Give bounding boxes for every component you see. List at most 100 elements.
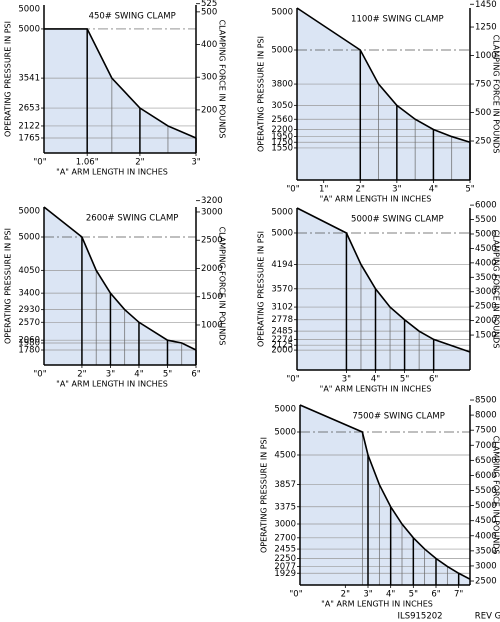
y-tick-label: 2000 (271, 346, 293, 356)
y-top-label: 5000 (18, 207, 40, 217)
y-tick-label: 1929 (274, 569, 296, 579)
y2-tick-label: 1250 (475, 23, 497, 33)
y-tick-label: 5000 (18, 24, 40, 34)
y2-axis-title: CLAMPING FORCE IN POUNDS (218, 227, 227, 346)
chart-title: 1100# SWING CLAMP (351, 15, 444, 25)
y-tick-label: 2485 (271, 327, 293, 337)
y2-tick-label: 500 (475, 108, 491, 118)
y-tick-label: 1750 (271, 138, 293, 148)
x-tick-label: 2" (356, 185, 365, 195)
chart-title: 7500# SWING CLAMP (352, 412, 445, 422)
title-background (348, 13, 447, 26)
title-background (349, 410, 448, 423)
y-axis-title: OPERATING PRESSURE IN PSI (260, 437, 269, 553)
title-background (348, 213, 447, 226)
y2-tick-label: 1000 (201, 320, 223, 330)
y2-tick-label: 4500 (475, 516, 497, 526)
x-tick-label: 6" (191, 370, 200, 380)
y-top-label: 5000 (271, 208, 293, 218)
y-tick-label: 3375 (274, 502, 296, 512)
y-tick-label: 2122 (18, 121, 40, 131)
y-tick-label: 4050 (18, 266, 40, 276)
y2-tick-label: 2500 (475, 302, 497, 312)
x-origin-label: "0" (33, 158, 46, 168)
x-tick-label: 5" (163, 370, 172, 380)
y-tick-label: 2560 (271, 115, 293, 125)
y2-tick-label: 5000 (475, 501, 497, 511)
y2-tick-label: 6000 (475, 471, 497, 481)
y2-tick-label: 4000 (475, 531, 497, 541)
y2-tick-label: 750 (475, 80, 491, 90)
y2-tick-label: 4000 (475, 258, 497, 268)
y2-tick-label: 2500 (475, 577, 497, 587)
y-tick-label: 1550 (271, 143, 293, 153)
y-tick-label: 3050 (271, 101, 293, 111)
x-axis-title: "A" ARM LENGTH IN INCHES (56, 168, 168, 177)
y-tick-label: 2250 (274, 554, 296, 564)
y2-tick-label: 6000 (475, 201, 497, 211)
y-tick-label: 1765 (18, 133, 40, 143)
y2-axis-title: CLAMPING FORCE IN POUNDS (492, 230, 500, 349)
y-tick-label: 2930 (18, 305, 40, 315)
x-tick-label: 4" (429, 185, 438, 195)
y-tick-label: 1980 (18, 338, 40, 348)
y2-tick-label: 4500 (475, 244, 497, 254)
y2-tick-label: 2000 (475, 316, 497, 326)
y2-tick-label: 200 (201, 105, 217, 115)
curve (43, 206, 197, 351)
y-tick-label: 2274 (271, 335, 293, 345)
y-axis-title: OPERATING PRESSURE IN PSI (257, 36, 266, 152)
y-tick-label: 4500 (274, 451, 296, 461)
curve (296, 7, 471, 144)
title-background (85, 10, 179, 23)
y-tick-label: 2455 (274, 545, 296, 555)
x-origin-label: "0" (289, 590, 302, 600)
chart-title: 5000# SWING CLAMP (351, 215, 444, 225)
x-tick-label: 7" (454, 590, 463, 600)
y-tick-label: 3541 (18, 74, 40, 84)
y-tick-label: 2200 (271, 125, 293, 135)
x-tick-label: 5" (409, 590, 418, 600)
x-tick-label: 4" (134, 370, 143, 380)
y2-tick-label: 500 (201, 7, 217, 17)
y-tick-label: 2778 (271, 315, 293, 325)
y-tick-label: 2060 (18, 336, 40, 346)
y2-tick-label: 3000 (475, 561, 497, 571)
y2-tick-label: 3500 (475, 546, 497, 556)
y2-axis-title: CLAMPING FORCE IN POUNDS (492, 436, 500, 555)
x-axis-title: "A" ARM LENGTH IN INCHES (320, 385, 432, 394)
x-tick-label: 3" (342, 375, 351, 385)
revision: REV G (475, 612, 500, 622)
x-tick-label: 2" (77, 370, 86, 380)
x-tick-label: 5" (465, 185, 474, 195)
area (300, 405, 470, 585)
x-tick-label: 1" (319, 185, 328, 195)
y-tick-label: 5000 (271, 46, 293, 56)
y-axis-title: OPERATING PRESSURE IN PSI (4, 21, 13, 137)
y-tick-label: 5000 (274, 428, 296, 438)
x-tick-label: 3" (191, 158, 200, 168)
y-tick-label: 3102 (271, 303, 293, 313)
y2-tick-label: 1000 (475, 51, 497, 61)
y2-tick-label: 525 (201, 0, 217, 9)
x-tick-label: 3" (106, 370, 115, 380)
x-axis-title: "A" ARM LENGTH IN INCHES (320, 195, 432, 204)
x-tick-label: 2" (341, 590, 350, 600)
y2-tick-label: 1500 (201, 292, 223, 302)
y2-tick-label: 8500 (475, 396, 497, 406)
y-tick-label: 3400 (18, 289, 40, 299)
area (297, 8, 470, 180)
y-axis-title: OPERATING PRESSURE IN PSI (4, 228, 13, 344)
y2-tick-label: 3200 (201, 196, 223, 206)
y-top-label: 5000 (274, 405, 296, 415)
y2-tick-label: 250 (475, 137, 491, 147)
x-tick-label: 4" (386, 590, 395, 600)
area (297, 208, 470, 370)
y2-tick-label: 8000 (475, 411, 497, 421)
y2-tick-label: 5500 (475, 486, 497, 496)
drawing-number: ILS915202 (397, 612, 442, 622)
x-tick-label: 1.06" (76, 158, 99, 168)
y2-tick-label: 1500 (475, 331, 497, 341)
area (44, 28, 196, 153)
y2-tick-label: 6500 (475, 456, 497, 466)
